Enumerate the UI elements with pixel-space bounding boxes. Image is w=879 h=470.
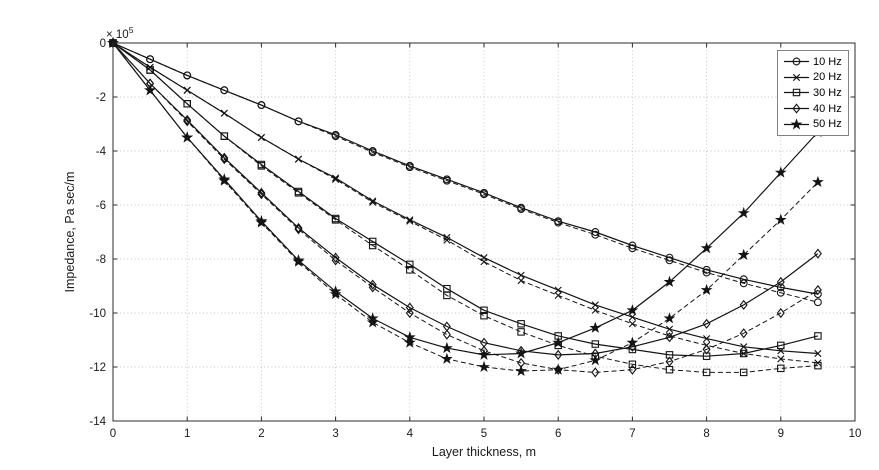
- series-50hz-dashed: [107, 36, 824, 377]
- legend-item-10hz: 10 Hz: [783, 54, 843, 70]
- y-tick-label: -10: [89, 308, 106, 320]
- y-tick-label: -4: [96, 146, 107, 158]
- multiplier-base: × 10: [106, 28, 129, 41]
- x-tick-label: 1: [184, 428, 190, 440]
- x-tick-label: 2: [258, 428, 264, 440]
- multiplier-exponent: 5: [128, 25, 134, 35]
- legend-item-50hz: 50 Hz: [783, 116, 843, 132]
- x-tick-label: 10: [849, 428, 862, 440]
- diamond-marker-icon: [784, 103, 809, 114]
- series-20hz-dashed: [109, 39, 822, 367]
- series-30hz-dashed: [109, 39, 822, 377]
- legend-label: 30 Hz: [813, 86, 842, 99]
- x-marker-icon: [784, 73, 809, 81]
- legend-item-20hz: 20 Hz: [783, 70, 843, 86]
- legend-label: 10 Hz: [813, 55, 842, 68]
- x-tick-label: 3: [332, 428, 338, 440]
- legend-item-40hz: 40 Hz: [783, 101, 843, 117]
- legend-item-30hz: 30 Hz: [783, 85, 843, 101]
- star-marker-icon: [784, 118, 809, 130]
- y-axis-label: Impedance, Pa sec/m: [63, 171, 77, 293]
- series-40hz-dashed: [109, 37, 822, 378]
- x-tick-label: 7: [629, 428, 635, 440]
- y-tick-label: 0: [100, 38, 106, 50]
- y-tick-label: -8: [96, 254, 106, 266]
- x-tick-label: 0: [110, 428, 116, 440]
- legend-label: 40 Hz: [813, 102, 842, 115]
- x-tick-label: 6: [555, 428, 561, 440]
- tick-labels: 0 1 2 3 4 5 6 7 8 9 10 0 -2 -4 -6 -8 -10 -12 -14: [89, 38, 861, 440]
- y-axis-multiplier: × 105: [106, 25, 133, 41]
- legend-label: 20 Hz: [813, 71, 842, 84]
- axis-ticks: [112, 42, 856, 422]
- x-tick-label: 5: [481, 428, 487, 440]
- square-marker-icon: [784, 89, 809, 97]
- x-tick-label: 4: [407, 428, 414, 440]
- legend-label: 50 Hz: [813, 118, 842, 131]
- y-tick-label: -12: [89, 362, 106, 374]
- y-tick-label: -2: [96, 92, 106, 104]
- y-tick-label: -14: [89, 416, 106, 428]
- x-tick-label: 9: [778, 428, 784, 440]
- x-tick-label: 8: [703, 428, 709, 440]
- series-10hz-dashed: [109, 39, 822, 307]
- y-tick-label: -6: [96, 200, 106, 212]
- x-axis-label: Layer thickness, m: [431, 445, 537, 459]
- circle-marker-icon: [784, 57, 809, 66]
- legend-box: 10 Hz 20 Hz 30 Hz 40 Hz 50 Hz: [777, 50, 849, 136]
